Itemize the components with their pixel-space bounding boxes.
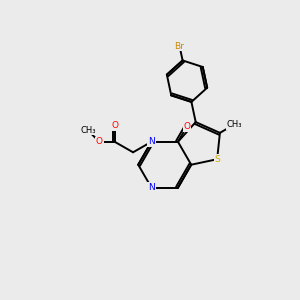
Text: Br: Br bbox=[175, 41, 184, 50]
Text: CH₃: CH₃ bbox=[80, 126, 96, 135]
Text: CH₃: CH₃ bbox=[226, 120, 242, 129]
Text: N: N bbox=[148, 183, 155, 192]
Text: O: O bbox=[111, 121, 118, 130]
Text: N: N bbox=[148, 137, 155, 146]
Text: O: O bbox=[96, 137, 103, 146]
Text: O: O bbox=[183, 122, 190, 131]
Text: S: S bbox=[214, 155, 220, 164]
